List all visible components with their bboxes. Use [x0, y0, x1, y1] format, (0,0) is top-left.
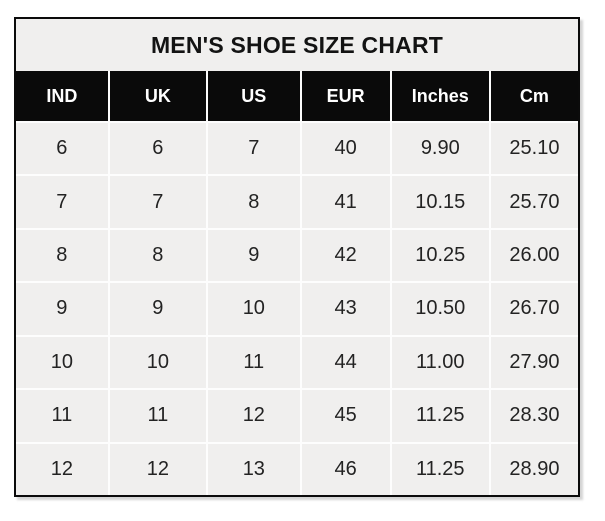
- table-cell: 9: [207, 229, 300, 282]
- table-cell: 6: [109, 123, 206, 175]
- table-cell: 10.25: [391, 229, 489, 282]
- table-cell: 27.90: [490, 336, 578, 389]
- table-cell: 25.10: [490, 123, 578, 175]
- column-header-cm: Cm: [490, 71, 578, 121]
- table-cell: 7: [16, 176, 108, 228]
- column-header-uk: UK: [109, 71, 206, 121]
- table-cell: 6: [16, 123, 108, 175]
- column-header-us: US: [207, 71, 300, 121]
- table-cell: 26.00: [490, 229, 578, 282]
- table-cell: 25.70: [490, 176, 578, 228]
- table-cell: 11.00: [391, 336, 489, 389]
- table-cell: 11: [109, 390, 206, 442]
- table-cell: 10: [207, 283, 300, 335]
- table-cell: 46: [301, 443, 390, 495]
- table-cell: 10: [16, 336, 108, 389]
- column-header-eur: EUR: [301, 71, 390, 121]
- table-cell: 10.50: [391, 283, 489, 335]
- table-cell: 9: [16, 283, 108, 335]
- table-cell: 13: [207, 443, 300, 495]
- column-header-ind: IND: [16, 71, 108, 121]
- table-cell: 42: [301, 229, 390, 282]
- chart-title: MEN'S SHOE SIZE CHART: [16, 19, 578, 71]
- table-cell: 28.90: [490, 443, 578, 495]
- table-cell: 12: [16, 443, 108, 495]
- table-cell: 11: [16, 390, 108, 442]
- table-cell: 12: [207, 390, 300, 442]
- table-cell: 28.30: [490, 390, 578, 442]
- table-cell: 8: [207, 176, 300, 228]
- table-cell: 10.15: [391, 176, 489, 228]
- table-cell: 12: [109, 443, 206, 495]
- table-cell: 11.25: [391, 390, 489, 442]
- table-cell: 44: [301, 336, 390, 389]
- table-cell: 45: [301, 390, 390, 442]
- table-cell: 8: [109, 229, 206, 282]
- table-cell: 7: [207, 123, 300, 175]
- table-cell: 9: [109, 283, 206, 335]
- table-cell: 41: [301, 176, 390, 228]
- table-cell: 43: [301, 283, 390, 335]
- column-header-inches: Inches: [391, 71, 489, 121]
- table-cell: 40: [301, 123, 390, 175]
- table-cell: 26.70: [490, 283, 578, 335]
- table-cell: 11: [207, 336, 300, 389]
- shoe-size-chart: MEN'S SHOE SIZE CHART IND UK US EUR Inch…: [14, 17, 580, 497]
- table-cell: 7: [109, 176, 206, 228]
- table-cell: 9.90: [391, 123, 489, 175]
- size-table: IND UK US EUR Inches Cm 6 6 7 40 9.90 25.10 7 7…: [16, 71, 578, 495]
- table-cell: 8: [16, 229, 108, 282]
- table-cell: 10: [109, 336, 206, 389]
- table-cell: 11.25: [391, 443, 489, 495]
